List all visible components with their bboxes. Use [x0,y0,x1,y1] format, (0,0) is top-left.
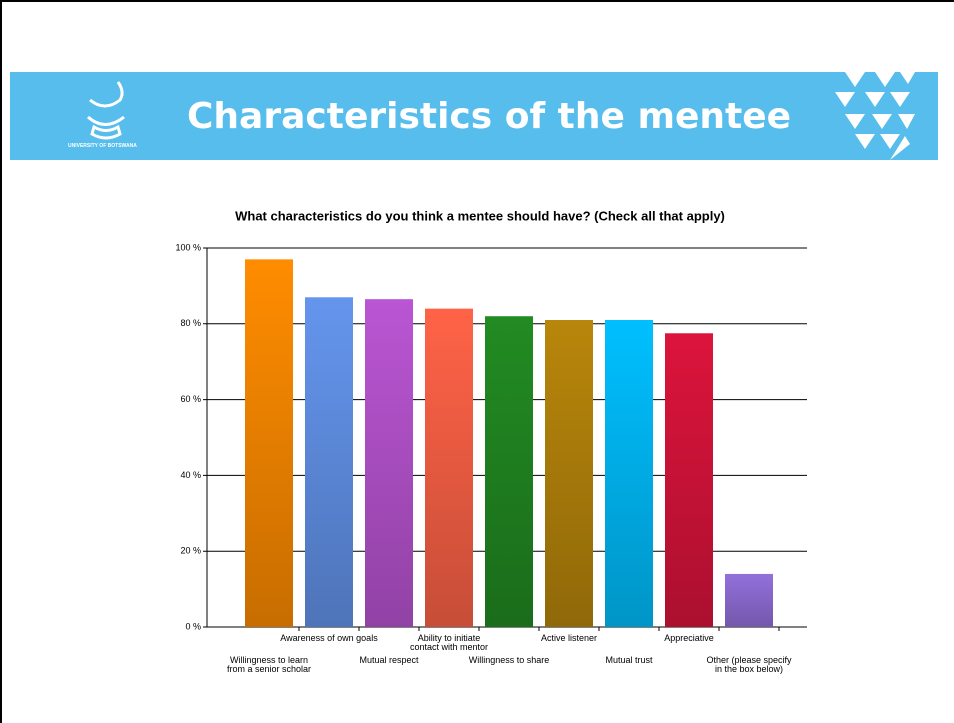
header-banner [10,72,938,160]
y-tick-label: 80 % [180,318,201,328]
bar-shade [725,573,773,627]
logo-text: UNIVERSITY OF BOTSWANA [68,143,137,149]
banner-decor [87,72,915,160]
logo [87,81,125,140]
bar-shade [245,259,293,627]
x-tick-label: Mutual trust [605,655,653,665]
x-tick-label: Ability to initiate contact with mentor [409,633,489,652]
y-tick-label: 0 % [185,621,201,631]
slide-title: Characteristics of the mentee [187,96,792,137]
x-tick-label: Willingness to learn from a senior schol… [226,655,312,674]
x-tick-label: Appreciative [664,633,714,643]
y-tick-label: 40 % [180,470,201,480]
bar-shade [365,299,413,627]
x-tick-label: Active listener [540,633,598,643]
x-tick-label: Willingness to share [468,655,550,665]
bar-shade [665,333,713,627]
bar-shade [485,316,533,627]
triangle-pattern [835,72,915,160]
bar-shade [425,308,473,627]
y-tick-label: 100 % [175,242,201,252]
y-tick-label: 60 % [180,394,201,404]
bar-shade [545,320,593,627]
bar-shade [605,320,653,627]
chart-title: What characteristics do you think a ment… [235,208,725,223]
x-tick-label: Awareness of own goals [280,633,378,643]
x-tick-label: Mutual respect [359,655,419,665]
x-tick-label: Other (please specify in the box below) [706,655,792,674]
y-tick-label: 20 % [180,546,201,556]
bar-shade [305,297,353,627]
